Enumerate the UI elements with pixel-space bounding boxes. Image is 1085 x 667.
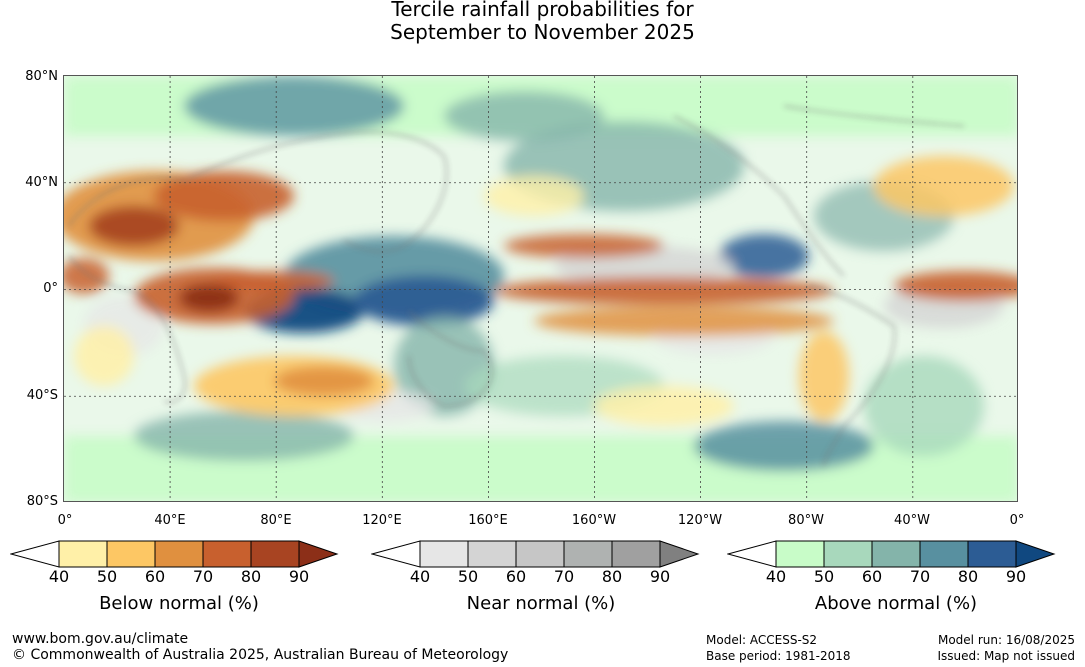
near-tick-90: 90 — [649, 567, 671, 586]
near-tick-60: 60 — [505, 567, 527, 586]
below-normal-title: Below normal (%) — [99, 593, 259, 614]
above-tick-70: 70 — [909, 567, 931, 586]
above-tick-90: 90 — [1005, 567, 1027, 586]
footer-model-run: Model run: 16/08/2025 — [937, 633, 1075, 647]
colorbar-near-svg — [370, 540, 700, 568]
above-segment-4 — [919, 540, 969, 568]
near-high-arrow — [659, 540, 700, 568]
below-segment-5 — [250, 540, 300, 568]
colorbar-above-svg — [726, 540, 1056, 568]
near-tick-40: 40 — [409, 567, 431, 586]
near-segment-5 — [611, 540, 661, 568]
below-tick-40: 40 — [48, 567, 70, 586]
lon-label-120e: 120°E — [362, 513, 402, 528]
lat-label-80s: 80°S — [26, 494, 58, 509]
above-segment-5 — [967, 540, 1017, 568]
below-tick-90: 90 — [288, 567, 310, 586]
above-segment-1 — [775, 540, 825, 568]
near-low-arrow — [370, 540, 421, 568]
below-tick-70: 70 — [192, 567, 214, 586]
map-title-line1: Tercile rainfall probabilities for — [391, 0, 694, 21]
below-tick-50: 50 — [96, 567, 118, 586]
rainfall-probability-map — [63, 75, 1018, 502]
above-tick-80: 80 — [957, 567, 979, 586]
lat-label-40n: 40°N — [25, 175, 58, 190]
lat-label-40s: 40°S — [26, 388, 58, 403]
near-segment-3 — [515, 540, 565, 568]
near-segment-4 — [563, 540, 613, 568]
footer-base-period: Base period: 1981-2018 — [706, 649, 851, 663]
colorbar-below-normal — [9, 540, 350, 572]
colorbar-near-normal — [370, 540, 711, 572]
below-segment-3 — [154, 540, 204, 568]
near-tick-50: 50 — [457, 567, 479, 586]
near-segment-1 — [419, 540, 469, 568]
lat-label-equator: 0° — [43, 281, 58, 296]
footer-model: Model: ACCESS-S2 — [706, 633, 818, 647]
map-title-line2: September to November 2025 — [390, 20, 695, 44]
below-tick-60: 60 — [144, 567, 166, 586]
above-segment-3 — [871, 540, 921, 568]
lon-label-0-east: 0° — [1009, 513, 1025, 528]
above-tick-50: 50 — [813, 567, 835, 586]
below-tick-80: 80 — [240, 567, 262, 586]
below-segment-2 — [106, 540, 156, 568]
below-segment-4 — [202, 540, 252, 568]
below-high-arrow — [298, 540, 339, 568]
lat-label-80n: 80°N — [25, 69, 58, 84]
above-high-arrow — [1015, 540, 1056, 568]
near-tick-70: 70 — [553, 567, 575, 586]
above-low-arrow — [726, 540, 777, 568]
lon-label-0: 0° — [57, 513, 73, 528]
probability-fields — [64, 76, 1017, 501]
colorbar-below-svg — [9, 540, 339, 568]
below-segment-1 — [58, 540, 108, 568]
lon-label-160w: 160°W — [571, 513, 617, 528]
above-tick-40: 40 — [765, 567, 787, 586]
lon-label-160e: 160°E — [468, 513, 508, 528]
lon-label-40w: 40°W — [894, 513, 930, 528]
footer-copyright: © Commonwealth of Australia 2025, Austra… — [12, 647, 509, 663]
coastlines — [68, 105, 965, 467]
above-tick-60: 60 — [861, 567, 883, 586]
footer-issued: Issued: Map not issued — [937, 649, 1075, 663]
above-normal-title: Above normal (%) — [814, 593, 978, 614]
above-segment-2 — [823, 540, 873, 568]
colorbar-above-normal — [726, 540, 1067, 572]
lon-label-80w: 80°W — [788, 513, 824, 528]
footer-url: www.bom.gov.au/climate — [12, 631, 189, 647]
lon-label-40e: 40°E — [154, 513, 186, 528]
lon-label-80e: 80°E — [260, 513, 292, 528]
near-normal-title: Near normal (%) — [466, 593, 616, 614]
near-segment-2 — [467, 540, 517, 568]
lon-label-120w: 120°W — [677, 513, 723, 528]
graticule — [64, 76, 1017, 501]
near-tick-80: 80 — [601, 567, 623, 586]
below-low-arrow — [9, 540, 60, 568]
